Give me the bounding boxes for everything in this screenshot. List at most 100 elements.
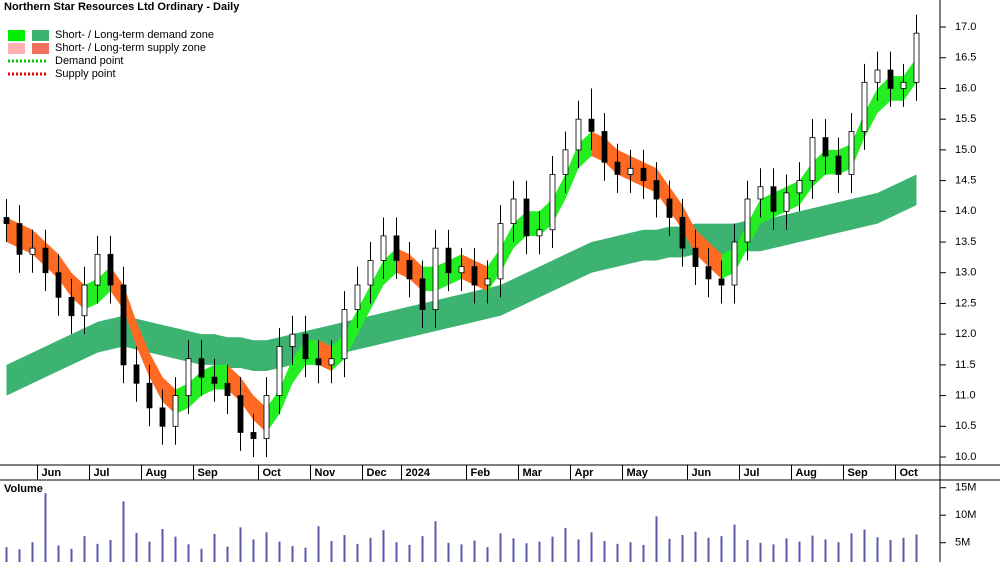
y-tick-label: 13.0 <box>955 267 976 279</box>
volume-bar <box>109 539 112 562</box>
volume-bar <box>577 539 580 562</box>
volume-bar <box>317 526 320 562</box>
candle-body <box>783 192 790 212</box>
volume-bar <box>460 544 463 562</box>
volume-bar <box>785 538 788 562</box>
short-term-band-segment <box>240 377 254 421</box>
short-term-band-segment <box>734 223 748 273</box>
short-term-band-segment <box>487 248 501 292</box>
x-tick-label: Aug <box>146 467 167 479</box>
volume-bar <box>343 535 346 562</box>
legend-swatch <box>8 43 25 54</box>
short-term-band-segment <box>292 340 306 384</box>
short-term-band-segment <box>864 88 878 138</box>
short-term-band-segment <box>214 364 228 390</box>
candle-body <box>16 223 23 255</box>
candle-body <box>445 247 452 274</box>
chart-title: Northern Star Resources Ltd Ordinary - D… <box>4 1 240 13</box>
volume-bar <box>551 536 554 562</box>
volume-bar <box>31 542 34 562</box>
legend-label: Supply point <box>55 68 116 80</box>
volume-bar <box>408 544 411 562</box>
candle-body <box>146 382 153 409</box>
legend-label: Short- / Long-term supply zone <box>55 42 206 54</box>
y-tick-label: 11.0 <box>955 389 976 401</box>
volume-bar <box>850 533 853 562</box>
candle-body <box>900 81 907 89</box>
candle-body <box>302 333 309 360</box>
volume-bar <box>837 542 840 562</box>
short-term-band-segment <box>370 260 384 310</box>
candle-body <box>497 223 504 280</box>
volume-bar <box>200 548 203 562</box>
short-term-band-segment <box>84 278 98 310</box>
volume-bar <box>96 543 99 562</box>
short-term-band-segment <box>838 143 852 175</box>
candle-body <box>640 167 647 181</box>
short-term-band-segment <box>552 174 566 224</box>
candle-body <box>679 217 686 249</box>
volume-bar <box>395 542 398 562</box>
candle-body <box>211 376 218 384</box>
short-term-band-segment <box>461 254 475 286</box>
y-tick-label: 16.5 <box>955 52 976 64</box>
candle-body <box>185 358 192 396</box>
candle-body <box>42 247 49 274</box>
candle-body <box>874 69 881 83</box>
short-term-band-segment <box>539 199 553 236</box>
x-tick-label: May <box>627 467 649 479</box>
volume-bar <box>616 543 619 562</box>
candle-body <box>536 229 543 237</box>
candle-body <box>692 247 699 267</box>
candle-body <box>835 155 842 175</box>
y-tick-label: 10M <box>955 509 976 521</box>
y-tick-label: 11.5 <box>955 359 976 371</box>
short-term-band-segment <box>526 211 540 236</box>
volume-bar <box>421 536 424 562</box>
volume-bar <box>811 535 814 562</box>
x-tick-label: Dec <box>367 467 387 479</box>
short-term-band-segment <box>110 266 124 310</box>
volume-bar <box>668 538 671 562</box>
legend-label: Short- / Long-term demand zone <box>55 29 214 41</box>
volume-bar <box>798 541 801 562</box>
volume-bar <box>915 534 918 562</box>
candle-body <box>471 266 478 286</box>
candle-body <box>341 309 348 360</box>
volume-bar <box>642 544 645 562</box>
candle-body <box>731 241 738 286</box>
candle-body <box>289 333 296 347</box>
short-term-band-segment <box>32 229 46 267</box>
x-tick-label: Mar <box>523 467 543 479</box>
x-tick-label: Sep <box>848 467 868 479</box>
candle-body <box>809 137 816 181</box>
x-tick-label: Oct <box>263 467 282 479</box>
legend-swatch <box>32 43 49 54</box>
short-term-band-segment <box>162 377 176 415</box>
short-term-band-segment <box>747 199 761 249</box>
candle-body <box>328 358 335 366</box>
short-term-band-segment <box>344 309 358 359</box>
short-term-band-segment <box>812 149 826 187</box>
volume-title: Volume <box>4 483 43 495</box>
x-tick-label: Oct <box>900 467 919 479</box>
volume-bar <box>57 545 60 562</box>
short-term-band-segment <box>58 254 72 298</box>
volume-bar <box>733 524 736 562</box>
short-term-band-segment <box>708 242 722 279</box>
short-term-band-segment <box>396 248 410 279</box>
y-tick-label: 5M <box>955 537 970 549</box>
short-term-band-segment <box>227 364 241 402</box>
short-term-band-segment <box>6 217 20 249</box>
volume-bar <box>161 528 164 562</box>
short-term-band-segment <box>19 223 33 255</box>
short-term-band-segment <box>409 254 423 292</box>
volume-bar <box>863 529 866 562</box>
candle-body <box>68 296 75 317</box>
candle-body <box>107 253 114 286</box>
y-tick-label: 15.5 <box>955 113 976 125</box>
short-term-band-segment <box>279 358 293 415</box>
short-term-band-segment <box>513 211 527 249</box>
volume-bar <box>746 539 749 562</box>
candle-body <box>172 395 179 427</box>
